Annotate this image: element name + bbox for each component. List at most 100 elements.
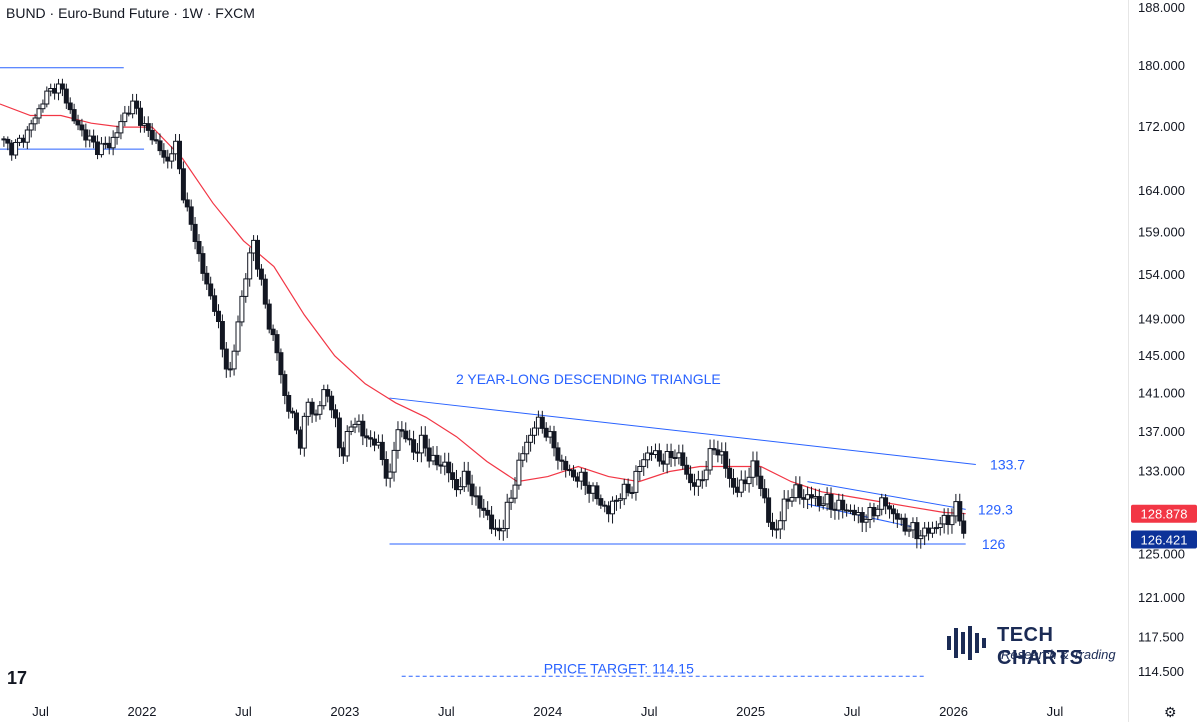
candle-body-down: [368, 437, 374, 440]
candle-body-up: [169, 153, 175, 162]
candle-body-down: [192, 223, 198, 242]
candle-body-down: [71, 109, 77, 122]
candle-body-down: [770, 521, 775, 530]
candle: [67, 97, 73, 114]
candle: [481, 498, 487, 518]
candle-body-up: [118, 121, 124, 134]
candle-body-down: [485, 509, 491, 516]
price-axis[interactable]: 188.000 180.000 172.000 164.000 159.000 154.0…: [1138, 0, 1185, 679]
candle: [688, 465, 694, 491]
candle-body-up: [32, 117, 38, 125]
candle-body-up: [141, 123, 147, 126]
candle-body-down: [216, 310, 221, 322]
candle: [434, 446, 440, 471]
candle: [161, 143, 167, 164]
candle-body-down: [481, 507, 487, 511]
candle-body-up: [637, 466, 643, 472]
candle-body-up: [633, 470, 639, 493]
candle-body-down: [422, 434, 428, 449]
time-tick-label: Jul: [641, 704, 658, 719]
candle-body-up: [130, 100, 136, 115]
candle: [594, 482, 600, 505]
candle-body-up: [28, 123, 34, 131]
candle-body-down: [153, 139, 159, 142]
candle: [348, 420, 354, 436]
candle-body-up: [13, 142, 19, 156]
candle-body-down: [859, 512, 865, 523]
candle: [680, 444, 686, 470]
candle-body-down: [723, 451, 729, 469]
candle: [391, 441, 397, 482]
candle-body-down: [450, 472, 456, 481]
price-tick-label: 114.500: [1138, 664, 1184, 679]
annotation-3: 126: [982, 536, 1006, 552]
candle: [816, 488, 822, 512]
candle-body-down: [816, 496, 822, 506]
candle: [910, 517, 916, 539]
candle-body-down: [828, 493, 834, 510]
candle: [695, 470, 701, 496]
tech-charts-logo-icon: [947, 626, 986, 660]
candle: [820, 496, 826, 510]
candle-body-down: [758, 475, 764, 490]
candle-body-up: [317, 405, 323, 415]
candle-body-down: [883, 497, 889, 507]
candle: [329, 390, 335, 418]
candle-body-up: [24, 129, 30, 143]
candle-body-down: [208, 283, 214, 297]
time-axis[interactable]: Jul 2022 Jul 2023 Jul 2024 Jul 2025 Jul 2026 Jul: [32, 704, 1063, 719]
candle: [118, 114, 124, 140]
candle: [524, 434, 530, 463]
candle: [668, 443, 674, 467]
candle-body-down: [668, 451, 674, 458]
candle-body-down: [309, 401, 315, 415]
candle: [258, 264, 264, 286]
candle: [28, 119, 34, 138]
candle-body-down: [5, 138, 11, 144]
candle-body-up: [641, 459, 647, 467]
time-tick-label: 2023: [330, 704, 359, 719]
candle: [255, 235, 260, 277]
candle-body-down: [571, 469, 576, 478]
candle-body-up: [395, 429, 401, 451]
last-price-label: 126.421: [1141, 532, 1188, 547]
candle-body-up: [707, 448, 713, 471]
candle: [44, 86, 50, 108]
price-tick-label: 121.000: [1138, 590, 1185, 605]
candle-body-down: [290, 410, 296, 414]
candle-body-down: [465, 470, 471, 485]
candle: [625, 478, 631, 497]
candle: [883, 494, 889, 515]
candle: [551, 425, 557, 457]
candle: [707, 439, 713, 475]
candle-body-down: [411, 439, 417, 453]
price-label-bg: [1131, 530, 1197, 549]
candle-body-up: [930, 527, 935, 534]
candle-body-down: [559, 459, 565, 462]
candle: [450, 463, 456, 489]
candle-body-down: [63, 88, 69, 104]
candle: [372, 431, 377, 452]
candle: [758, 466, 764, 497]
brand-name: TECH CHARTS: [997, 624, 1084, 669]
tradingview-logo-icon[interactable]: 17: [7, 668, 28, 688]
candle: [504, 493, 510, 539]
candle: [442, 452, 448, 476]
candle-body-down: [914, 522, 920, 540]
candle: [282, 370, 288, 405]
gear-icon[interactable]: ⚙: [1164, 704, 1177, 720]
candle-body-down: [446, 461, 452, 474]
candle-body-up: [457, 486, 463, 491]
price-tick-label: 149.000: [1138, 311, 1185, 326]
candle: [9, 139, 15, 161]
candle: [40, 99, 46, 113]
candle: [216, 304, 221, 329]
candle: [766, 488, 772, 528]
candle-body-down: [59, 83, 65, 90]
candle-body-down: [83, 129, 89, 141]
candle-body-up: [937, 523, 943, 529]
time-tick-label: 2026: [939, 704, 968, 719]
candle: [711, 439, 717, 455]
candle: [559, 454, 565, 471]
